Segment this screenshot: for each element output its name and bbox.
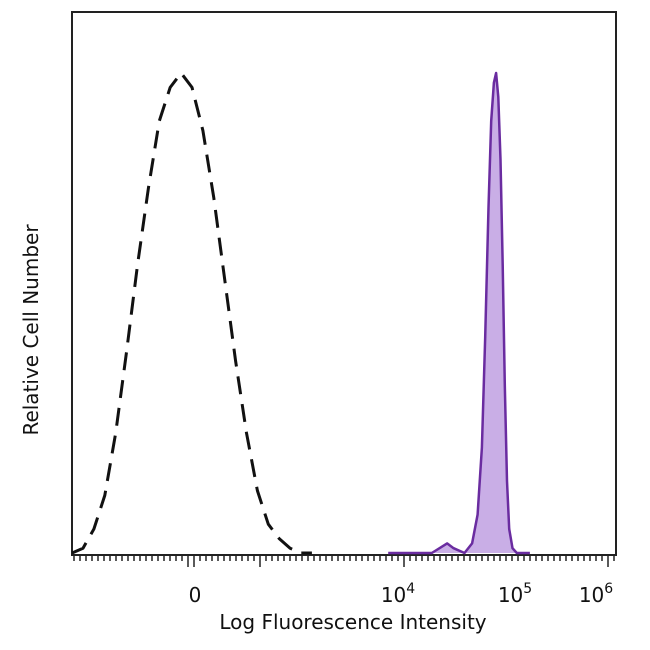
stained-histogram-line — [388, 71, 530, 555]
x-axis-title: Log Fluorescence Intensity — [219, 610, 486, 634]
plot-frame — [71, 11, 617, 556]
x-axis-ticks — [73, 555, 615, 567]
x-axis-tick-labels: 0 104 105 106 — [189, 581, 614, 607]
y-axis-title: Relative Cell Number — [19, 224, 43, 436]
control-histogram-line — [71, 71, 312, 555]
x-tick-label: 104 — [381, 581, 415, 607]
x-tick-label: 106 — [579, 581, 613, 607]
x-tick-label: 0 — [189, 583, 202, 607]
series-layer — [71, 71, 530, 555]
x-tick-label: 105 — [498, 581, 532, 607]
stained-histogram-fill — [388, 73, 530, 553]
